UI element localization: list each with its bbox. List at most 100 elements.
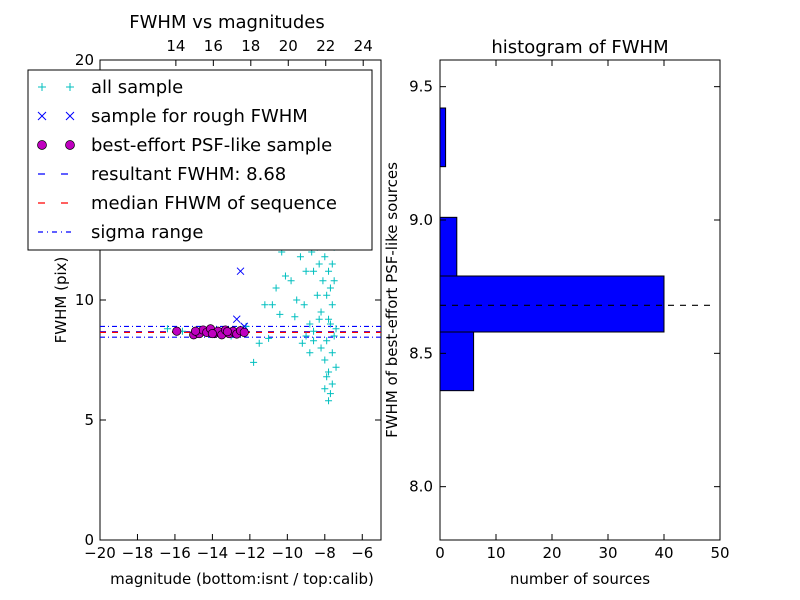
all-sample-point [315,260,323,268]
histogram-x-tick-label: 40 [654,544,673,562]
all-sample-point [317,308,325,316]
all-sample-point [330,332,338,340]
all-sample-point [313,291,321,299]
rough-sample-point [232,315,241,324]
scatter-top-tick-label: 22 [316,37,335,55]
all-sample-point [298,339,306,347]
psf-sample-point [222,327,232,337]
all-sample-point [323,337,331,345]
all-sample-point [296,253,304,261]
histogram-x-axis-label: number of sources [510,570,650,588]
histogram-bar [439,107,447,168]
scatter-plot: −20 −18 −16 −14 −12 −10 −8 −6 14 16 18 20 22 24 0 5 10 20… [27,12,382,588]
histogram-bar [439,331,475,392]
all-sample-point [310,327,318,335]
all-sample-point [326,284,334,292]
legend-entry-label: sigma range [91,222,203,243]
all-sample-point [330,277,338,285]
all-sample-point [265,334,273,342]
psf-sample-point [172,326,182,336]
all-sample-point [302,267,310,275]
legend-entry-label: all sample [91,77,183,98]
scatter-y-tick-label: 0 [84,531,94,549]
scatter-x-tick-label: −10 [272,544,304,562]
histogram-ticks: 0 10 20 30 40 50 8.0 8.5 9.0 9.5 [409,60,730,562]
all-sample-point [321,385,329,393]
scatter-top-tick-label: 14 [166,37,185,55]
histogram-y-tick-label: 8.5 [409,344,433,362]
legend-entry-label: median FHWM of sequence [91,193,337,214]
scatter-x-tick-label: −14 [197,544,229,562]
all-sample-point [326,390,334,398]
legend-plus-marker [38,83,46,91]
histogram-x-tick-label: 20 [542,544,561,562]
histogram-y-tick-label: 9.0 [409,211,433,229]
all-sample-point [300,301,308,309]
all-sample-point [325,267,333,275]
all-sample-point [310,267,318,275]
psf-sample-point [239,327,249,337]
histogram-plot: 0 10 20 30 40 50 8.0 8.5 9.0 9.5 histogram of FWH… [383,37,730,588]
legend-box [27,69,373,251]
all-sample-point [293,296,301,304]
legend-x-marker [37,111,47,121]
histogram-title: histogram of FWHM [491,37,668,58]
scatter-data-layer [100,80,381,405]
histogram-x-tick-label: 30 [598,544,617,562]
all-sample-point [291,313,299,321]
all-sample-point [326,320,334,328]
scatter-x-tick-label: −8 [314,544,336,562]
all-sample-point [287,277,295,285]
legend-x-marker [65,111,75,121]
psf-sample-point [190,326,201,336]
scatter-x-tick-label: −6 [351,544,373,562]
all-sample-point [328,301,336,309]
all-sample-point [261,301,269,309]
scatter-x-tick-label: −16 [159,544,191,562]
all-sample-point [315,315,323,323]
all-sample-point [250,358,258,366]
histogram-bar [439,216,458,277]
all-sample-point [306,320,314,328]
all-sample-point [325,315,333,323]
histogram-x-tick-label: 50 [710,544,729,562]
scatter-title: FWHM vs magnitudes [129,12,324,33]
all-sample-point [317,344,325,352]
psf-sample-point [207,329,217,339]
histogram-x-tick-label: 10 [486,544,505,562]
all-sample-point [321,253,329,261]
scatter-y-tick-label: 20 [75,51,94,69]
all-sample-point [321,356,329,364]
scatter-top-tick-label: 18 [241,37,260,55]
scatter-legend: all sample sample for rough FWHM best-effo… [27,69,373,251]
legend-entry-label: sample for rough FWHM [91,106,308,127]
all-sample-point [323,373,331,381]
legend-plus-marker [66,83,74,91]
rough-sample-point [236,267,245,276]
all-sample-point [281,272,289,280]
legend-entry-label: best-effort PSF-like sample [91,135,332,156]
all-sample-point [255,339,263,347]
histogram-y-axis-label: FWHM of best-effort PSF-like sources [383,162,401,438]
all-sample-point [272,284,280,292]
scatter-top-tick-label: 16 [204,37,223,55]
legend-entry-label: resultant FWHM: 8.68 [91,164,286,185]
all-sample-point [276,310,284,318]
scatter-y-tick-label: 5 [84,411,94,429]
histogram-bar [439,275,665,333]
scatter-x-tick-label: −12 [234,544,266,562]
legend-circle-marker [37,140,47,150]
scatter-ticks: −20 −18 −16 −14 −12 −10 −8 −6 14 16 18 20 22 24 0 5 10 20 [75,37,381,562]
scatter-top-tick-label: 20 [279,37,298,55]
all-sample-point [163,325,171,333]
scatter-x-tick-label: −20 [84,544,116,562]
histogram-y-tick-label: 8.0 [409,478,433,496]
scatter-y-tick-label: 10 [75,291,94,309]
histogram-x-tick-label: 0 [435,544,445,562]
all-sample-point [332,325,340,333]
all-sample-point [325,368,333,376]
all-sample-point [332,363,340,371]
all-sample-point [268,301,276,309]
all-sample-point [328,380,336,388]
